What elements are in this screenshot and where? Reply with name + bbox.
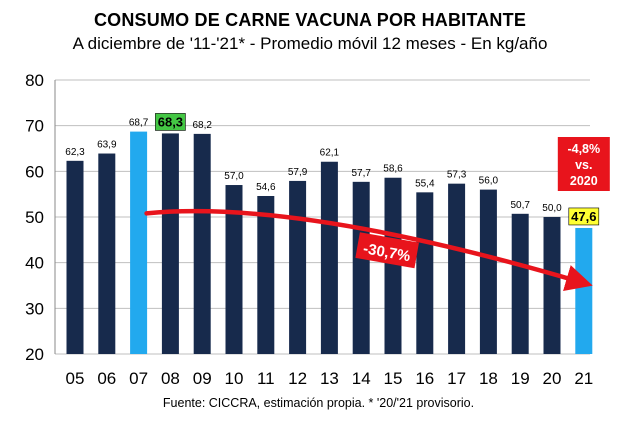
callout-line: 2020	[570, 174, 598, 188]
x-tick-label-18: 18	[479, 369, 498, 388]
chart-source: Fuente: CICCRA, estimación propia. * '20…	[162, 396, 475, 410]
bar-12	[289, 180, 307, 354]
y-tick-label: 80	[25, 71, 44, 90]
bar-06	[98, 153, 116, 354]
bar-19	[511, 213, 529, 354]
value-label-09: 68,2	[192, 120, 212, 131]
x-tick-label-09: 09	[193, 369, 212, 388]
x-tick-label-14: 14	[352, 369, 371, 388]
value-labels: 62,3 63,9 68,7 68,3 68,2 57,0 54,6 57,9 62,1 57,7…	[65, 113, 600, 226]
x-tick-label-07: 07	[129, 369, 148, 388]
bar-05	[66, 160, 84, 354]
bar-18	[479, 189, 497, 354]
bar-17	[448, 183, 466, 354]
value-label-17: 57,3	[447, 170, 467, 181]
value-label-14: 57,7	[351, 168, 371, 179]
y-tick-label: 30	[25, 299, 44, 318]
callout-line: vs.	[575, 158, 592, 172]
callout-line: -4,8%	[567, 142, 600, 156]
y-axis: 20 30 40 50 60 70 80	[25, 71, 56, 364]
value-label-06: 63,9	[97, 140, 117, 151]
y-tick-label: 40	[25, 254, 44, 273]
value-label-box-08	[155, 113, 186, 131]
x-tick-label-15: 15	[384, 369, 403, 388]
trend-tag: -30,7%	[355, 232, 419, 269]
x-tick-label-06: 06	[97, 369, 116, 388]
trend-arrow	[144, 208, 593, 291]
callout-box	[557, 137, 610, 191]
chart-subtitle: A diciembre de '11-'21* - Promedio móvil…	[72, 34, 548, 53]
chart-title: CONSUMO DE CARNE VACUNA POR HABITANTE	[93, 10, 527, 30]
value-label-07: 68,7	[129, 118, 149, 129]
value-label-16: 55,4	[415, 178, 435, 189]
bars	[66, 131, 593, 354]
x-tick-label-12: 12	[288, 369, 307, 388]
callout: -4,8% vs. 2020	[557, 137, 610, 191]
annotations: -30,7% -4,8% vs. 2020	[144, 137, 610, 291]
x-tick-label-16: 16	[415, 369, 434, 388]
x-tick-label-11: 11	[257, 369, 275, 388]
bar-21	[575, 227, 593, 354]
bar-14	[352, 181, 370, 354]
x-tick-label-05: 05	[66, 369, 85, 388]
value-label-18: 56,0	[479, 176, 499, 187]
bar-chart: 20 30 40 50 60 70 80 62,3 63,9 68,7 68,3 68,2 57,0 5…	[25, 71, 610, 388]
value-label-12: 57,9	[288, 167, 308, 178]
x-tick-label-08: 08	[161, 369, 180, 388]
bar-13	[320, 161, 338, 354]
value-label-box-21	[568, 207, 600, 226]
x-tick-label-21: 21	[574, 369, 593, 388]
x-tick-label-19: 19	[511, 369, 530, 388]
value-label-19: 50,7	[510, 200, 530, 211]
value-label-15: 58,6	[383, 164, 403, 175]
x-tick-label-10: 10	[225, 369, 244, 388]
bar-16	[416, 192, 434, 354]
y-tick-label: 60	[25, 162, 44, 181]
value-label-13: 62,1	[320, 148, 340, 159]
x-axis: 05 06 07 08 09 10 11 12 13 14 15 16 17 18 19 20 21	[66, 369, 594, 388]
y-tick-label: 70	[25, 117, 44, 136]
bar-07	[130, 131, 148, 354]
value-label-05: 62,3	[65, 147, 85, 158]
trend-tag-box	[355, 232, 419, 269]
y-tick-label: 20	[25, 345, 44, 364]
bar-08	[161, 133, 179, 354]
x-tick-label-13: 13	[320, 369, 339, 388]
bar-10	[225, 185, 243, 354]
bar-15	[384, 177, 402, 354]
x-tick-label-20: 20	[543, 369, 562, 388]
value-label-11: 54,6	[256, 182, 276, 193]
bar-09	[193, 133, 211, 354]
x-tick-label-17: 17	[447, 369, 466, 388]
bar-11	[257, 195, 275, 354]
value-label-21: 47,6	[571, 209, 596, 224]
value-label-10: 57,0	[224, 171, 244, 182]
y-tick-label: 50	[25, 208, 44, 227]
value-label-20: 50,0	[542, 203, 562, 214]
bar-20	[543, 217, 561, 354]
value-label-08: 68,3	[158, 114, 183, 129]
